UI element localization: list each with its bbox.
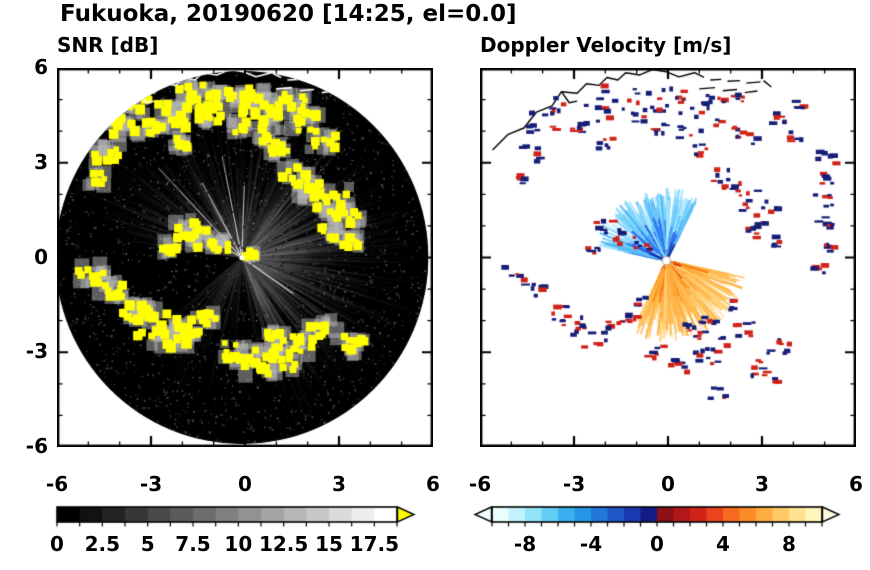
x-tick-label: -3 <box>562 472 586 496</box>
y-tick-label: -6 <box>25 434 48 458</box>
colorbar-tick-label: 4 <box>716 532 730 556</box>
x-tick-label: 3 <box>332 472 346 496</box>
x-tick-label: 6 <box>849 472 863 496</box>
y-tick-label: -3 <box>25 339 48 364</box>
colorbar-tick-label: 10 <box>224 532 253 556</box>
x-tick-label: 0 <box>238 472 252 496</box>
colorbar-tick-label: 5 <box>140 532 155 556</box>
x-tick-label: 0 <box>661 472 675 496</box>
colorbar-tick-label: 2.5 <box>84 532 121 556</box>
figure-title: Fukuoka, 20190620 [14:25, el=0.0] <box>60 1 517 27</box>
y-tick-label: 6 <box>34 55 48 79</box>
x-tick-label: 3 <box>755 472 769 496</box>
doppler-colorbar <box>472 505 862 531</box>
colorbar-tick-label: 8 <box>782 532 796 556</box>
y-tick-label: 0 <box>34 244 48 269</box>
doppler-ppi-plot <box>480 68 856 447</box>
snr-ppi-plot <box>57 68 433 447</box>
snr-panel-title: SNR [dB] <box>57 33 159 57</box>
doppler-panel-title: Doppler Velocity [m/s] <box>480 33 732 57</box>
colorbar-tick-label: 0 <box>50 532 64 556</box>
y-tick-label: 3 <box>34 149 48 174</box>
colorbar-tick-label: 12.5 <box>258 532 309 556</box>
snr-colorbar <box>55 505 433 531</box>
x-tick-label: -3 <box>139 472 163 496</box>
colorbar-tick-label: 15 <box>315 532 343 556</box>
colorbar-tick-label: 7.5 <box>175 532 211 556</box>
colorbar-tick-label: -4 <box>579 532 603 556</box>
colorbar-tick-label: 0 <box>650 532 664 556</box>
x-tick-label: -6 <box>468 472 492 496</box>
x-tick-label: -6 <box>45 472 69 496</box>
colorbar-tick-label: 17.5 <box>349 532 400 556</box>
colorbar-tick-label: -8 <box>513 532 537 556</box>
x-tick-label: 6 <box>426 472 440 496</box>
